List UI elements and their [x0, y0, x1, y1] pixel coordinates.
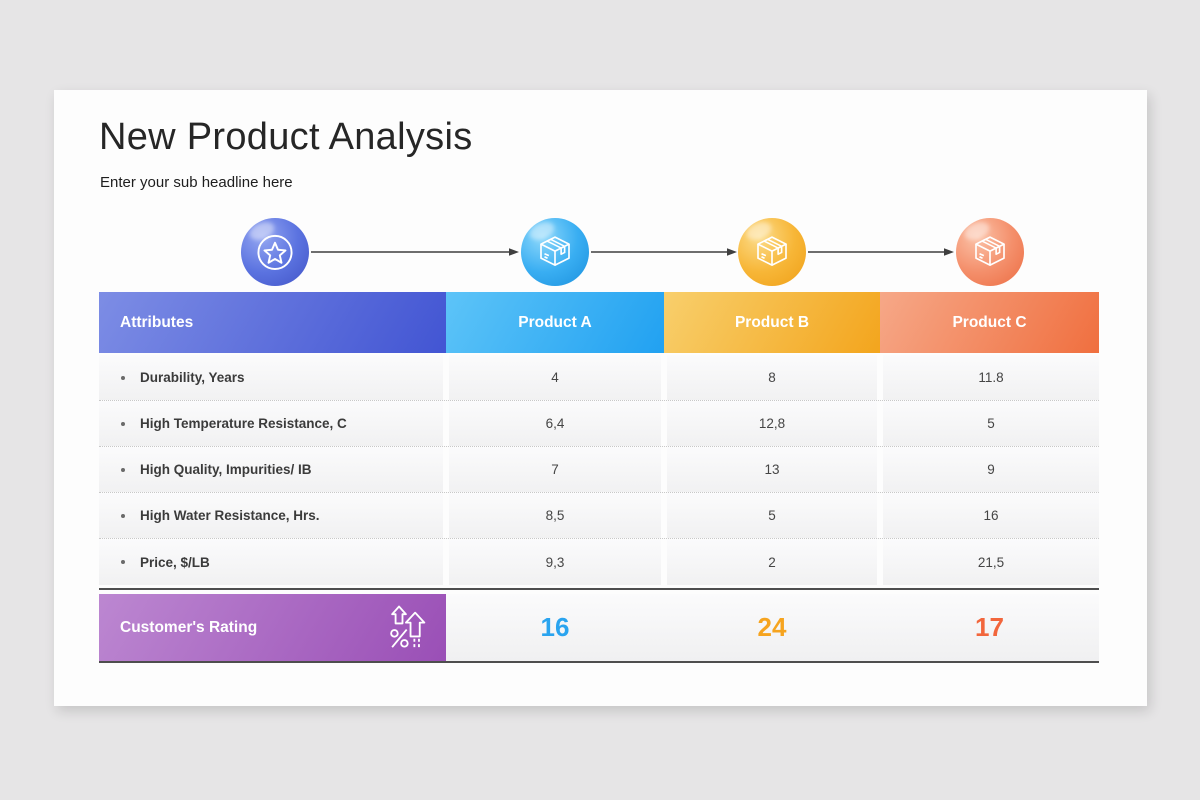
package-box-icon — [738, 218, 806, 286]
value-cell: 21,5 — [880, 539, 1099, 585]
column-header-product-c: Product C — [880, 292, 1099, 353]
attribute-label: High Quality, Impurities/ IB — [140, 462, 312, 477]
attribute-cell: High Quality, Impurities/ IB — [99, 447, 446, 492]
table-row: Price, $/LB 9,3 2 21,5 — [99, 539, 1099, 585]
star-badge-icon — [241, 218, 309, 286]
bullet-icon — [121, 375, 125, 380]
rating-row: Customer's Rating 16 24 17 — [99, 594, 1099, 661]
package-box-icon — [521, 218, 589, 286]
attribute-cell: High Water Resistance, Hrs. — [99, 493, 446, 538]
rating-value-product-b: 24 — [664, 594, 880, 661]
value-cell: 5 — [664, 493, 880, 538]
attribute-cell: High Temperature Resistance, C — [99, 401, 446, 446]
value-cell: 13 — [664, 447, 880, 492]
table-header-row: Attributes Product A Product B Product C — [99, 292, 1099, 353]
value-cell: 4 — [446, 355, 664, 400]
arrow-right-icon — [591, 248, 737, 256]
table-row: High Temperature Resistance, C 6,4 12,8 … — [99, 401, 1099, 447]
value-cell: 9,3 — [446, 539, 664, 585]
divider-line — [99, 588, 1099, 590]
column-header-product-b: Product B — [664, 292, 880, 353]
value-cell: 12,8 — [664, 401, 880, 446]
value-cell: 7 — [446, 447, 664, 492]
value-cell: 5 — [880, 401, 1099, 446]
value-cell: 8,5 — [446, 493, 664, 538]
bullet-icon — [121, 467, 125, 472]
column-header-product-a: Product A — [446, 292, 664, 353]
bullet-icon — [121, 513, 125, 518]
value-cell: 9 — [880, 447, 1099, 492]
attribute-cell: Durability, Years — [99, 355, 446, 400]
attribute-cell: Price, $/LB — [99, 539, 446, 585]
divider-line — [99, 661, 1099, 663]
attribute-label: High Temperature Resistance, C — [140, 416, 347, 431]
package-box-icon — [956, 218, 1024, 286]
table-row: High Quality, Impurities/ IB 7 13 9 — [99, 447, 1099, 493]
rating-label-cell: Customer's Rating — [99, 594, 446, 661]
page-subtitle: Enter your sub headline here — [100, 174, 293, 191]
comparison-table: Attributes Product A Product B Product C… — [99, 292, 1099, 663]
bullet-icon — [121, 421, 125, 426]
bullet-icon — [121, 560, 125, 564]
value-cell: 8 — [664, 355, 880, 400]
value-cell: 16 — [880, 493, 1099, 538]
attribute-label: Durability, Years — [140, 370, 245, 385]
rating-value-product-a: 16 — [446, 594, 664, 661]
table-row: Durability, Years 4 8 11.8 — [99, 355, 1099, 401]
table-body: Durability, Years 4 8 11.8 High Temperat… — [99, 355, 1099, 585]
attribute-label: Price, $/LB — [140, 554, 210, 570]
arrow-right-icon — [808, 248, 954, 256]
arrow-right-icon — [311, 248, 519, 256]
slide-card: New Product Analysis Enter your sub head… — [54, 90, 1147, 706]
attribute-label: High Water Resistance, Hrs. — [140, 508, 320, 523]
page-title: New Product Analysis — [99, 116, 473, 158]
percent-increase-icon — [390, 605, 426, 649]
rating-label: Customer's Rating — [120, 618, 258, 636]
value-cell: 2 — [664, 539, 880, 585]
value-cell: 6,4 — [446, 401, 664, 446]
value-cell: 11.8 — [880, 355, 1099, 400]
table-row: High Water Resistance, Hrs. 8,5 5 16 — [99, 493, 1099, 539]
rating-value-product-c: 17 — [880, 594, 1099, 661]
column-header-attributes: Attributes — [99, 292, 446, 353]
